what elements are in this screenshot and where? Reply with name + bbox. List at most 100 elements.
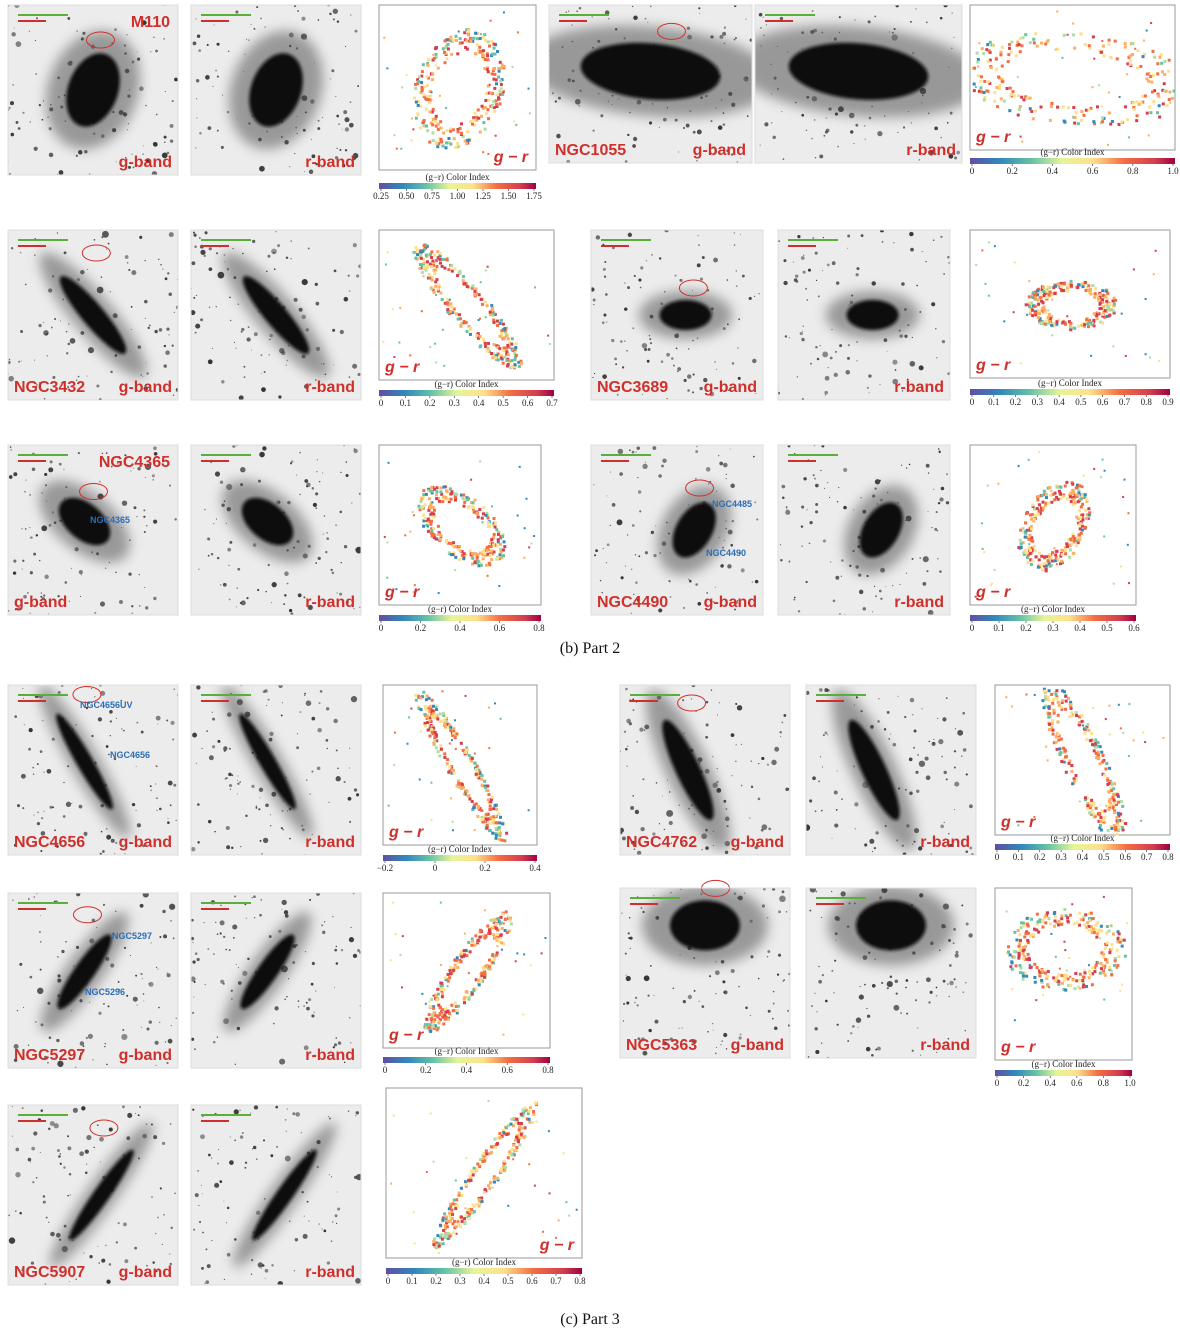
star xyxy=(780,17,783,20)
color-pixel xyxy=(434,268,437,271)
star xyxy=(26,480,27,481)
star xyxy=(594,373,595,374)
star xyxy=(706,467,711,472)
color-pixel xyxy=(520,362,523,365)
color-pixel xyxy=(1060,706,1063,709)
star xyxy=(608,18,609,19)
star xyxy=(311,771,313,773)
star xyxy=(625,688,628,691)
color-pixel xyxy=(1093,296,1096,299)
star xyxy=(936,511,938,513)
color-pixel xyxy=(1079,800,1081,802)
star xyxy=(809,799,812,802)
color-pixel xyxy=(431,78,434,81)
star xyxy=(143,993,145,995)
star xyxy=(782,890,785,893)
star xyxy=(39,560,40,561)
star xyxy=(207,126,211,130)
color-pixel xyxy=(453,267,456,270)
color-pixel xyxy=(501,949,503,951)
color-pixel xyxy=(1018,465,1020,467)
color-pixel xyxy=(440,140,443,143)
star xyxy=(243,366,245,368)
color-pixel xyxy=(1112,345,1114,347)
color-pixel xyxy=(469,333,472,336)
color-pixel xyxy=(435,537,438,540)
color-pixel xyxy=(503,356,506,359)
color-pixel xyxy=(1034,555,1037,558)
color-pixel xyxy=(468,972,470,974)
color-pixel xyxy=(383,37,385,39)
color-pixel xyxy=(452,128,455,131)
star xyxy=(157,969,158,970)
color-pixel xyxy=(510,343,513,346)
color-pixel xyxy=(489,84,491,86)
star xyxy=(839,344,842,347)
star xyxy=(270,814,271,815)
star xyxy=(941,487,945,491)
star xyxy=(286,256,289,259)
color-pixel xyxy=(1078,484,1081,487)
star xyxy=(34,254,35,255)
color-pixel xyxy=(1050,105,1053,108)
star xyxy=(823,135,825,137)
color-pixel xyxy=(477,979,480,982)
color-pixel xyxy=(461,783,464,786)
star xyxy=(156,967,157,968)
star xyxy=(157,723,158,724)
galaxy-name: NGC3432 xyxy=(14,379,85,396)
color-pixel xyxy=(385,263,387,265)
star xyxy=(122,1029,124,1031)
star xyxy=(194,1048,196,1050)
star xyxy=(220,932,222,934)
color-pixel xyxy=(981,249,983,251)
star xyxy=(244,376,246,378)
image-content xyxy=(191,4,361,175)
color-pixel xyxy=(1073,539,1076,542)
color-pixel xyxy=(983,551,985,553)
star xyxy=(137,823,141,827)
star xyxy=(759,13,763,17)
star xyxy=(827,734,828,735)
color-pixel xyxy=(436,718,439,721)
galaxy-annotation: NGC4656 xyxy=(110,750,150,760)
color-pixel xyxy=(1038,451,1040,453)
color-pixel xyxy=(997,76,1000,79)
colorbar-tick-label: 0.6 xyxy=(1120,852,1132,862)
color-pixel xyxy=(1017,114,1020,117)
colorbar-tick-label: 0.2 xyxy=(424,398,435,408)
star xyxy=(841,559,844,562)
star xyxy=(311,983,314,986)
color-pixel xyxy=(1113,799,1116,802)
image-content xyxy=(190,892,362,1068)
color-pixel xyxy=(480,778,483,781)
star xyxy=(919,159,920,160)
star xyxy=(683,1000,686,1003)
star xyxy=(342,129,343,130)
color-pixel xyxy=(1042,286,1045,289)
color-pixel xyxy=(454,492,457,495)
star xyxy=(298,1006,299,1007)
color-pixel xyxy=(1114,40,1117,43)
color-pixel xyxy=(1030,302,1033,305)
color-pixel xyxy=(987,60,990,63)
color-pixel xyxy=(1057,558,1060,561)
color-label: g − r xyxy=(384,584,420,601)
r-band-image xyxy=(778,445,950,616)
color-pixel xyxy=(1054,553,1057,556)
color-pixel xyxy=(493,321,496,324)
color-pixel xyxy=(1144,94,1147,97)
star xyxy=(730,484,735,489)
color-pixel xyxy=(443,752,446,755)
star xyxy=(96,384,99,387)
star xyxy=(820,345,821,346)
color-pixel xyxy=(496,557,499,560)
star xyxy=(752,581,754,583)
color-pixel xyxy=(1050,490,1052,492)
star xyxy=(195,147,196,148)
star xyxy=(261,853,263,855)
color-pixel xyxy=(492,67,495,70)
color-pixel xyxy=(1160,62,1163,65)
star xyxy=(934,528,937,531)
color-pixel xyxy=(440,982,443,985)
